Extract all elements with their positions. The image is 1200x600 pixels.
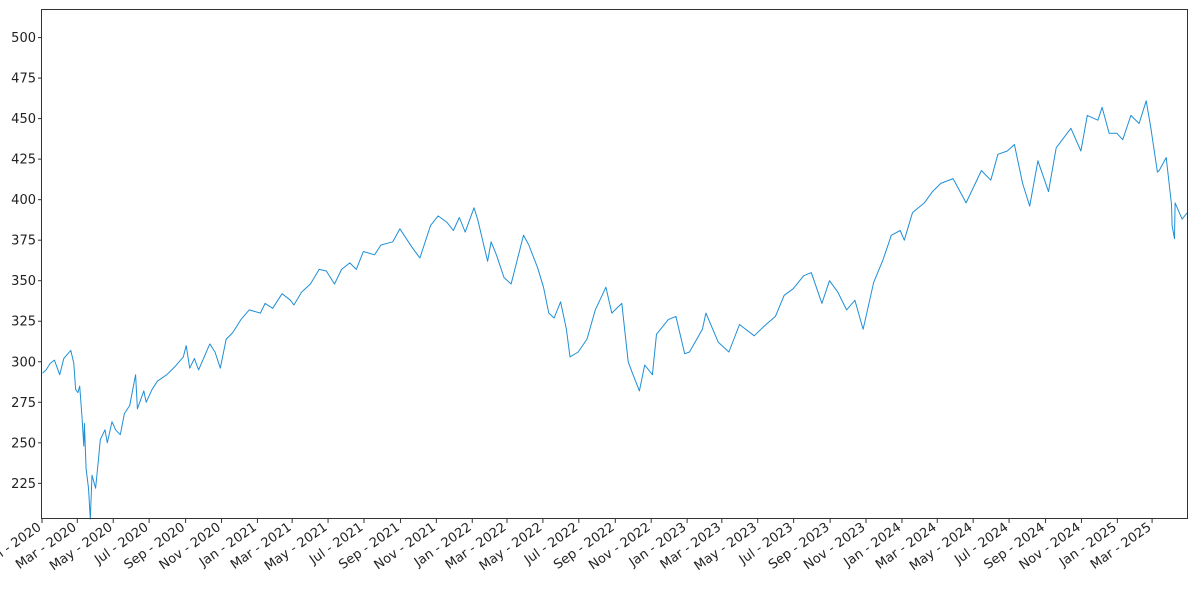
y-tick-label: 300	[11, 355, 36, 370]
y-tick-label: 450	[11, 112, 36, 127]
series-line	[42, 100, 1188, 520]
y-tick-label: 475	[11, 72, 36, 87]
y-tick-label: 325	[11, 315, 36, 330]
y-tick-label: 375	[11, 234, 36, 249]
plot-frame	[41, 9, 1188, 519]
y-tick-label: 350	[11, 274, 36, 289]
y-tick-label: 225	[11, 477, 36, 492]
y-tick-label: 275	[11, 396, 36, 411]
y-tick-label: 250	[11, 436, 36, 451]
y-tick-label: 400	[11, 193, 36, 208]
y-axis-ticks: 225 250 275 300 325 350 375 400 425 450 475 500	[11, 31, 42, 492]
y-tick-label: 500	[11, 31, 36, 46]
y-tick-label: 425	[11, 153, 36, 168]
